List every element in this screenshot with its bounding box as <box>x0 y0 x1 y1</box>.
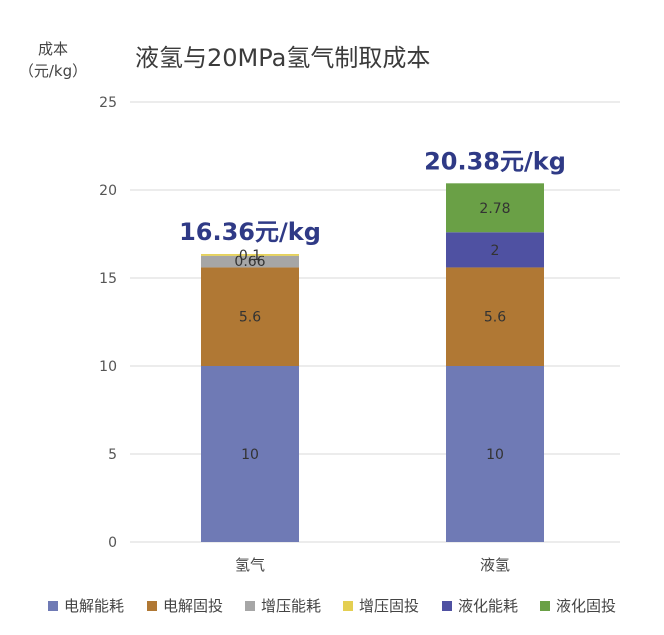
total-label: 16.36元/kg <box>179 218 321 246</box>
legend-label: 液化能耗 <box>458 597 518 615</box>
bars: 10 5.6 0.660.1 16.36元/kg 10 5.6 2 2.78 20.38元/kg <box>179 147 566 542</box>
y-tick-label: 5 <box>108 447 117 463</box>
x-tick-labels: 氢气 液氢 <box>235 556 510 574</box>
y-tick-label: 20 <box>99 183 117 199</box>
total-label: 20.38元/kg <box>424 147 566 175</box>
legend-swatch <box>540 601 550 611</box>
data-label: 5.6 <box>239 310 261 326</box>
y-axis-title: 成本 （元/kg） <box>18 38 88 82</box>
y-axis-title-line2: （元/kg） <box>18 62 88 80</box>
y-tick-label: 10 <box>99 359 117 375</box>
y-tick-label: 0 <box>108 535 117 551</box>
legend-label: 电解能耗 <box>64 597 124 615</box>
bar-segment <box>446 232 544 268</box>
data-label: 0.1 <box>239 248 261 264</box>
legend-label: 增压固投 <box>359 597 419 615</box>
data-label: 5.6 <box>484 310 506 326</box>
y-tick-labels: 0 5 10 15 20 25 <box>99 95 117 551</box>
bar-segment <box>446 267 544 366</box>
legend-label: 电解固投 <box>163 597 223 615</box>
y-axis-title-line1: 成本 <box>37 40 68 58</box>
legend-swatch <box>442 601 452 611</box>
bar-segment <box>201 254 299 256</box>
legend-swatch <box>343 601 353 611</box>
legend-swatch <box>147 601 157 611</box>
data-label: 2.78 <box>479 201 510 217</box>
legend-swatch <box>245 601 255 611</box>
legend-swatch <box>48 601 58 611</box>
x-tick-label: 氢气 <box>235 556 265 574</box>
y-tick-label: 15 <box>99 271 117 287</box>
data-label: 10 <box>486 447 504 463</box>
bar-segment <box>201 267 299 366</box>
bar-segment <box>201 366 299 542</box>
data-label: 0.66 <box>234 254 265 270</box>
y-tick-label: 25 <box>99 95 117 111</box>
legend-label: 液化固投 <box>556 597 616 615</box>
chart-title: 液氢与20MPa氢气制取成本 <box>135 44 431 72</box>
legend: 电解能耗 电解固投 增压能耗 增压固投 液化能耗 液化固投 <box>48 597 616 615</box>
bar-segment <box>446 366 544 542</box>
x-tick-label: 液氢 <box>480 556 510 574</box>
bar-segment <box>201 255 299 268</box>
legend-label: 增压能耗 <box>261 597 321 615</box>
data-label: 10 <box>241 447 259 463</box>
data-label: 2 <box>491 243 500 259</box>
bar-segment <box>446 183 544 233</box>
